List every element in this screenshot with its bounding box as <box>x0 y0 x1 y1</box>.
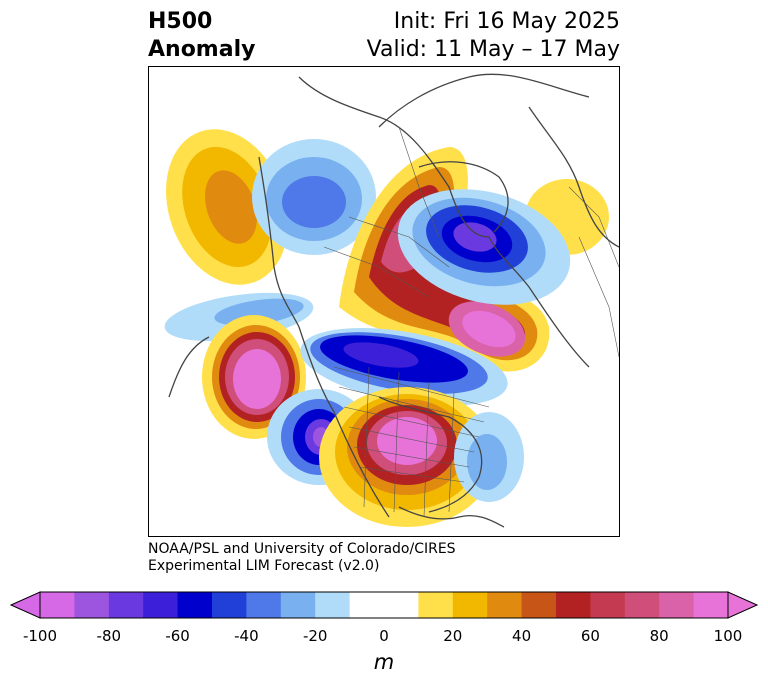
colorbar-segment <box>624 592 660 618</box>
colorbar-segment <box>74 592 110 618</box>
colorbar-tick-label: 60 <box>580 627 600 645</box>
colorbar-segment <box>246 592 282 618</box>
coastlines <box>168 73 619 528</box>
colorbar-segment <box>556 592 591 618</box>
title-right: Init: Fri 16 May 2025 Valid: 11 May – 17… <box>367 8 620 64</box>
colorbar-segment <box>487 592 523 618</box>
colorbar-segment <box>384 592 419 618</box>
colorbar-tick-label: -60 <box>165 627 190 645</box>
colorbar-tick-label: 80 <box>649 627 669 645</box>
title-variable: H500 <box>148 9 213 34</box>
colorbar-units: m <box>373 650 395 674</box>
colorbar-extend-min <box>10 591 41 619</box>
political-borders <box>323 126 619 518</box>
colorbar-segment <box>212 592 247 618</box>
colorbar-tick-label: 100 <box>713 627 743 645</box>
colorbar-segment <box>349 592 385 618</box>
colorbar-tick-label: -40 <box>234 627 259 645</box>
colorbar-segment <box>521 592 557 618</box>
colorbar-segment <box>177 592 213 618</box>
credit-text: NOAA/PSL and University of Colorado/CIRE… <box>148 541 456 575</box>
valid-range: Valid: 11 May – 17 May <box>366 37 620 62</box>
title-left: H500 Anomaly <box>148 8 255 64</box>
credit-line-1: NOAA/PSL and University of Colorado/CIRE… <box>148 541 456 557</box>
colorbar-segment <box>659 592 695 618</box>
colorbar-border <box>39 591 729 619</box>
colorbar <box>10 591 758 619</box>
anomaly-alaska-trough <box>252 139 376 255</box>
map-panel <box>148 66 620 537</box>
colorbar-tick-label: -100 <box>22 627 58 645</box>
colorbar-segment <box>452 592 488 618</box>
title-anomaly: Anomaly <box>148 37 256 62</box>
anomaly-map <box>164 73 619 528</box>
anomaly-eastern-us-ridge <box>319 387 495 527</box>
colorbar-tick-label: -80 <box>96 627 122 645</box>
colorbar-segment <box>315 592 351 618</box>
colorbar-segment <box>40 592 75 618</box>
colorbar-segment <box>280 592 316 618</box>
colorbar-segment <box>693 592 729 618</box>
colorbar-tick-label: -20 <box>302 627 328 645</box>
colorbar-segment <box>418 592 454 618</box>
colorbar-extend-max <box>727 591 758 619</box>
anomaly-pacific-north-ridge <box>166 129 288 285</box>
colorbar-segment <box>590 592 626 618</box>
colorbar-segment <box>143 592 179 618</box>
anomaly-labrador-trough <box>397 189 571 305</box>
colorbar-tick-label: 20 <box>443 627 463 645</box>
anomaly-atlantic-tail-core <box>467 434 507 490</box>
credit-line-2: Experimental LIM Forecast (v2.0) <box>148 558 380 574</box>
anomaly-canada-trough <box>300 328 508 406</box>
colorbar-tick-label: 40 <box>512 627 532 645</box>
colorbar-tick-label: 0 <box>379 627 389 645</box>
colorbar-segment <box>108 592 144 618</box>
init-date: Init: Fri 16 May 2025 <box>393 9 620 34</box>
